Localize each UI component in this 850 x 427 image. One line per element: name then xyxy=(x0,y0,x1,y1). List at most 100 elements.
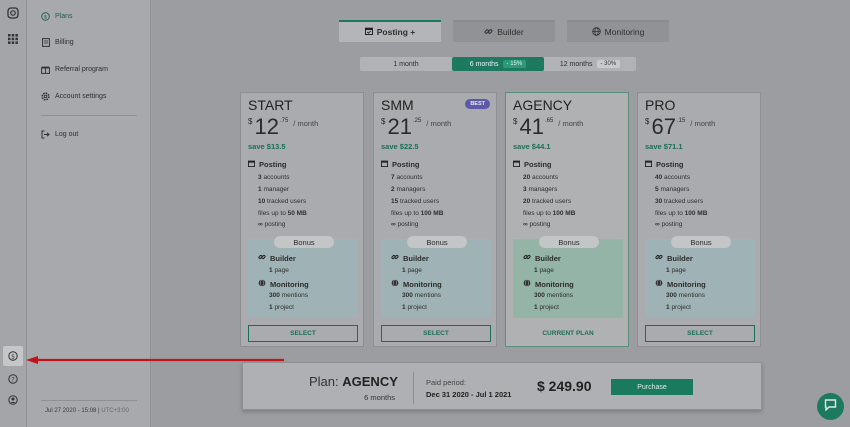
tab-posting[interactable]: Posting + xyxy=(339,20,441,42)
summary-total: $ 249.90 xyxy=(537,378,592,394)
price-period: / month xyxy=(293,119,319,128)
posting-section-title: Posting xyxy=(381,160,420,169)
monitoring-section-title: Monitoring xyxy=(391,279,442,289)
best-badge: BEST xyxy=(465,99,490,109)
feature-files: files up to 100 MB xyxy=(523,210,576,217)
period-6-months[interactable]: 6 months - 15% xyxy=(452,57,544,71)
help-icon[interactable]: ? xyxy=(6,372,20,386)
sidebar-item-label: Plans xyxy=(55,13,73,20)
feature-posting: ∞ posting xyxy=(655,221,683,228)
plan-name: SMM xyxy=(381,97,414,113)
user-icon[interactable] xyxy=(6,393,20,407)
feature-managers: 2 managers xyxy=(391,186,426,193)
paid-period-value: Dec 31 2020 - Jul 1 2021 xyxy=(426,390,512,399)
feature-projects: 1 project xyxy=(402,304,427,311)
calendar-icon xyxy=(645,160,652,169)
plan-savings: save $71.1 xyxy=(645,142,683,151)
feature-tracked-users: 20 tracked users xyxy=(523,198,572,205)
feature-pages: 1 page xyxy=(666,267,686,274)
infinity-icon: ∞ xyxy=(523,221,528,228)
period-label: 6 months xyxy=(469,60,499,68)
sidebar: $ Plans Billing Referral program Account… xyxy=(27,0,151,427)
feature-pages: 1 page xyxy=(534,267,554,274)
annotation-arrow xyxy=(26,356,284,364)
price-decimal: .75 xyxy=(279,118,289,124)
feature-posting: ∞ posting xyxy=(391,221,419,228)
plan-savings: save $22.5 xyxy=(381,142,419,151)
feature-accounts: 20 accounts xyxy=(523,174,559,181)
section-label: Monitoring xyxy=(535,279,574,289)
currency-symbol: $ xyxy=(381,117,386,126)
calendar-icon xyxy=(364,27,373,37)
feature-files: files up to 100 MB xyxy=(391,210,444,217)
plan-price: $ 12 .75 / month xyxy=(248,115,318,139)
tab-builder[interactable]: Builder xyxy=(453,20,555,42)
plan-savings: save $44.1 xyxy=(513,142,551,151)
bonus-block: Bonus xyxy=(645,236,755,318)
bonus-header: Bonus xyxy=(274,236,334,248)
price-integer: 12 xyxy=(254,114,279,139)
feature-files: files up to 50 MB xyxy=(258,210,307,217)
link-icon xyxy=(258,253,266,263)
infinity-icon: ∞ xyxy=(655,221,660,228)
sidebar-item-account-settings[interactable]: Account settings xyxy=(41,92,106,101)
infinity-icon: ∞ xyxy=(258,221,263,228)
section-label: Builder xyxy=(270,253,296,263)
builder-section-title: Builder xyxy=(258,253,296,263)
feature-projects: 1 project xyxy=(269,304,294,311)
plan-card-pro: PRO $ 67 .15 / month save $71.1 Posting 4… xyxy=(637,92,761,347)
plan-price: $ 67 .15 / month xyxy=(645,115,715,139)
purchase-button[interactable]: Purchase xyxy=(611,379,693,395)
feature-posting: ∞ posting xyxy=(258,221,286,228)
section-label: Builder xyxy=(403,253,429,263)
feature-files: files up to 100 MB xyxy=(655,210,708,217)
monitoring-section-title: Monitoring xyxy=(258,279,309,289)
builder-section-title: Builder xyxy=(523,253,561,263)
plan-name: PRO xyxy=(645,97,676,113)
globe-icon xyxy=(655,279,663,289)
feature-tracked-users: 10 tracked users xyxy=(258,198,307,205)
section-label: Posting xyxy=(259,160,287,169)
select-plan-button[interactable]: SELECT xyxy=(248,325,358,342)
select-plan-button[interactable]: SELECT xyxy=(381,325,491,342)
posting-section-title: Posting xyxy=(513,160,552,169)
posting-section-title: Posting xyxy=(248,160,287,169)
price-integer: 41 xyxy=(519,114,544,139)
discount-badge: - 30% xyxy=(596,60,621,68)
plan-card-start: START $ 12 .75 / month save $13.5 Postin… xyxy=(240,92,364,347)
sidebar-footer: Jul 27 2020 - 15:08 | UTC+3:00 xyxy=(45,408,129,414)
feature-tracked-users: 15 tracked users xyxy=(391,198,440,205)
gift-icon xyxy=(41,65,50,74)
tab-label: Monitoring xyxy=(604,27,645,37)
feature-managers: 1 manager xyxy=(258,186,290,193)
sidebar-item-referral[interactable]: Referral program xyxy=(41,65,108,74)
bonus-header: Bonus xyxy=(671,236,731,248)
globe-icon xyxy=(591,26,601,38)
purchase-summary: Plan: AGENCY 6 months Paid period: Dec 3… xyxy=(242,362,762,410)
select-plan-button[interactable]: SELECT xyxy=(645,325,755,342)
section-label: Monitoring xyxy=(667,279,706,289)
feature-tracked-users: 30 tracked users xyxy=(655,198,704,205)
sidebar-item-plans[interactable]: $ Plans xyxy=(41,12,73,21)
summary-plan: Plan: AGENCY xyxy=(309,374,398,389)
sidebar-divider xyxy=(41,115,137,116)
period-1-month[interactable]: 1 month xyxy=(360,57,452,71)
tab-label: Posting + xyxy=(376,27,416,37)
tab-monitoring[interactable]: Monitoring xyxy=(567,20,669,42)
apps-grid-icon[interactable] xyxy=(6,32,20,46)
footer-date: Jul 27 2020 - 15:08 xyxy=(45,408,97,414)
document-icon xyxy=(41,38,50,47)
bonus-block: Bonus xyxy=(381,236,491,318)
sidebar-divider xyxy=(41,400,137,401)
section-label: Posting xyxy=(524,160,552,169)
currency-symbol: $ xyxy=(645,117,650,126)
calendar-icon xyxy=(248,160,255,169)
feature-accounts: 40 accounts xyxy=(655,174,691,181)
dollar-circle-icon[interactable]: $ xyxy=(3,346,23,366)
chat-button[interactable] xyxy=(817,393,844,420)
sidebar-item-logout[interactable]: Log out xyxy=(41,130,78,139)
period-12-months[interactable]: 12 months - 30% xyxy=(544,57,636,71)
instagram-icon[interactable] xyxy=(6,6,20,20)
sidebar-item-billing[interactable]: Billing xyxy=(41,38,74,47)
currency-symbol: $ xyxy=(513,117,518,126)
